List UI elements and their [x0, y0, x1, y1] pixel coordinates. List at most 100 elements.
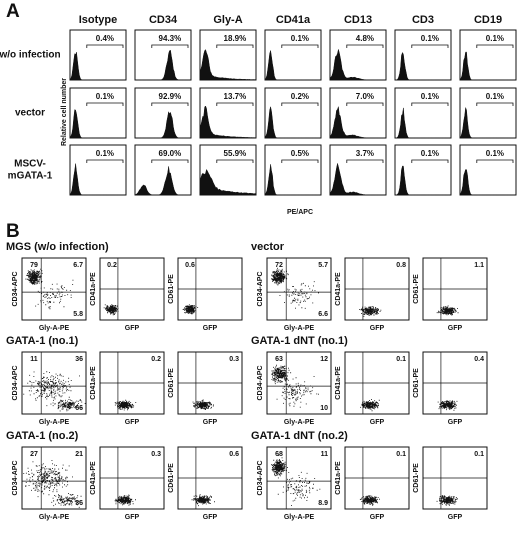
x-axis-label: Gly-A-PE [39, 514, 70, 521]
gate-value: 4.8% [356, 34, 374, 43]
group-title: vector [251, 241, 285, 253]
gate-marker [476, 44, 514, 48]
dot-cloud [436, 495, 458, 506]
histogram [459, 51, 516, 81]
histogram [329, 106, 386, 139]
quadrant-value: 0.1 [396, 451, 406, 458]
dot-cloud [23, 460, 82, 508]
histogram [134, 166, 191, 196]
y-axis-label: CD41a-PE [90, 366, 97, 400]
gate-marker [86, 159, 124, 163]
dot-plot-frame [21, 351, 87, 415]
panel-label: A [6, 1, 20, 22]
gate-marker [151, 159, 189, 163]
y-axis-label: CD61-PE [168, 368, 175, 398]
histogram [394, 51, 451, 81]
y-axis-label: CD41a-PE [335, 461, 342, 495]
quadrant-value: 66 [75, 405, 83, 412]
y-axis-label: CD41a-PE [335, 366, 342, 400]
x-axis-label: GFP [370, 514, 385, 521]
gate-value: 0.1% [421, 34, 439, 43]
gate-value: 69.0% [159, 149, 182, 158]
x-axis-label: PE/APC [287, 209, 313, 216]
quadrant-value: 68 [275, 451, 283, 458]
gate-marker [281, 102, 319, 106]
x-axis-label: Gly-A-PE [284, 514, 315, 521]
quadrant-value: 11 [30, 356, 38, 363]
x-axis-label: Gly-A-PE [284, 325, 315, 332]
gate-marker [216, 159, 254, 163]
quadrant-value: 36 [75, 500, 83, 507]
gate-value: 0.1% [486, 149, 504, 158]
quadrant-value: 0.1 [474, 451, 484, 458]
x-axis-label: GFP [203, 419, 218, 426]
gate-marker [281, 159, 319, 163]
quadrant-value: 0.3 [229, 356, 239, 363]
dot-cloud [437, 400, 458, 411]
histogram [69, 163, 126, 196]
gate-marker [476, 159, 514, 163]
quadrant-value: 11 [321, 451, 329, 458]
panel-label: B [6, 221, 20, 242]
dot-plot-frame [266, 446, 332, 510]
gate-value: 0.1% [96, 92, 114, 101]
gate-marker [281, 44, 319, 48]
y-axis-label: CD34-APC [257, 271, 264, 306]
row-label: MSCV- [14, 159, 46, 170]
quadrant-value: 0.6 [185, 262, 195, 269]
quadrant-value: 0.2 [151, 356, 161, 363]
gate-value: 92.9% [159, 92, 182, 101]
gate-value: 94.3% [159, 34, 182, 43]
gate-value: 0.5% [291, 149, 309, 158]
x-axis-label: GFP [125, 419, 140, 426]
dot-cloud [192, 399, 214, 410]
gate-marker [411, 102, 449, 106]
histogram [199, 168, 257, 196]
column-header: Isotype [79, 14, 118, 26]
dot-cloud [23, 371, 86, 412]
y-axis-label: CD34-APC [12, 365, 19, 400]
x-axis-label: GFP [203, 325, 218, 332]
histogram [135, 110, 191, 139]
group-title: GATA-1 dNT (no.2) [251, 430, 348, 442]
dot-cloud [360, 399, 380, 412]
dot-plot-frame [266, 351, 332, 415]
x-axis-label: GFP [448, 419, 463, 426]
histogram [329, 49, 386, 81]
y-axis-label: Relative cell number [61, 78, 68, 146]
quadrant-value: 8.9 [318, 500, 328, 507]
quadrant-value: 12 [320, 356, 328, 363]
quadrant-value: 36 [75, 356, 83, 363]
row-label: w/o infection [0, 50, 61, 61]
y-axis-label: CD61-PE [168, 463, 175, 493]
quadrant-value: 10 [320, 405, 328, 412]
gate-value: 3.7% [356, 149, 374, 158]
quadrant-value: 6.7 [73, 262, 83, 269]
dot-plot-frame [21, 257, 87, 321]
y-axis-label: CD34-APC [257, 460, 264, 495]
gate-value: 0.1% [486, 92, 504, 101]
gate-marker [86, 102, 124, 106]
histogram [199, 105, 257, 139]
gate-marker [346, 102, 384, 106]
gate-marker [346, 44, 384, 48]
dot-cloud [436, 305, 459, 316]
group-title: GATA-1 dNT (no.1) [251, 335, 348, 347]
dot-cloud [271, 364, 319, 408]
quadrant-value: 72 [275, 262, 283, 269]
histogram [135, 49, 191, 81]
dot-cloud [25, 268, 74, 310]
column-header: CD34 [149, 14, 178, 26]
gate-value: 0.4% [96, 34, 114, 43]
y-axis-label: CD61-PE [413, 368, 420, 398]
quadrant-value: 0.2 [107, 262, 117, 269]
y-axis-label: CD41a-PE [335, 272, 342, 306]
gate-marker [411, 44, 449, 48]
x-axis-label: Gly-A-PE [284, 419, 315, 426]
dot-cloud [114, 399, 137, 411]
gate-value: 7.0% [356, 92, 374, 101]
x-axis-label: GFP [448, 325, 463, 332]
quadrant-value: 1.1 [474, 262, 484, 269]
gate-value: 18.9% [224, 34, 247, 43]
gate-marker [151, 102, 189, 106]
